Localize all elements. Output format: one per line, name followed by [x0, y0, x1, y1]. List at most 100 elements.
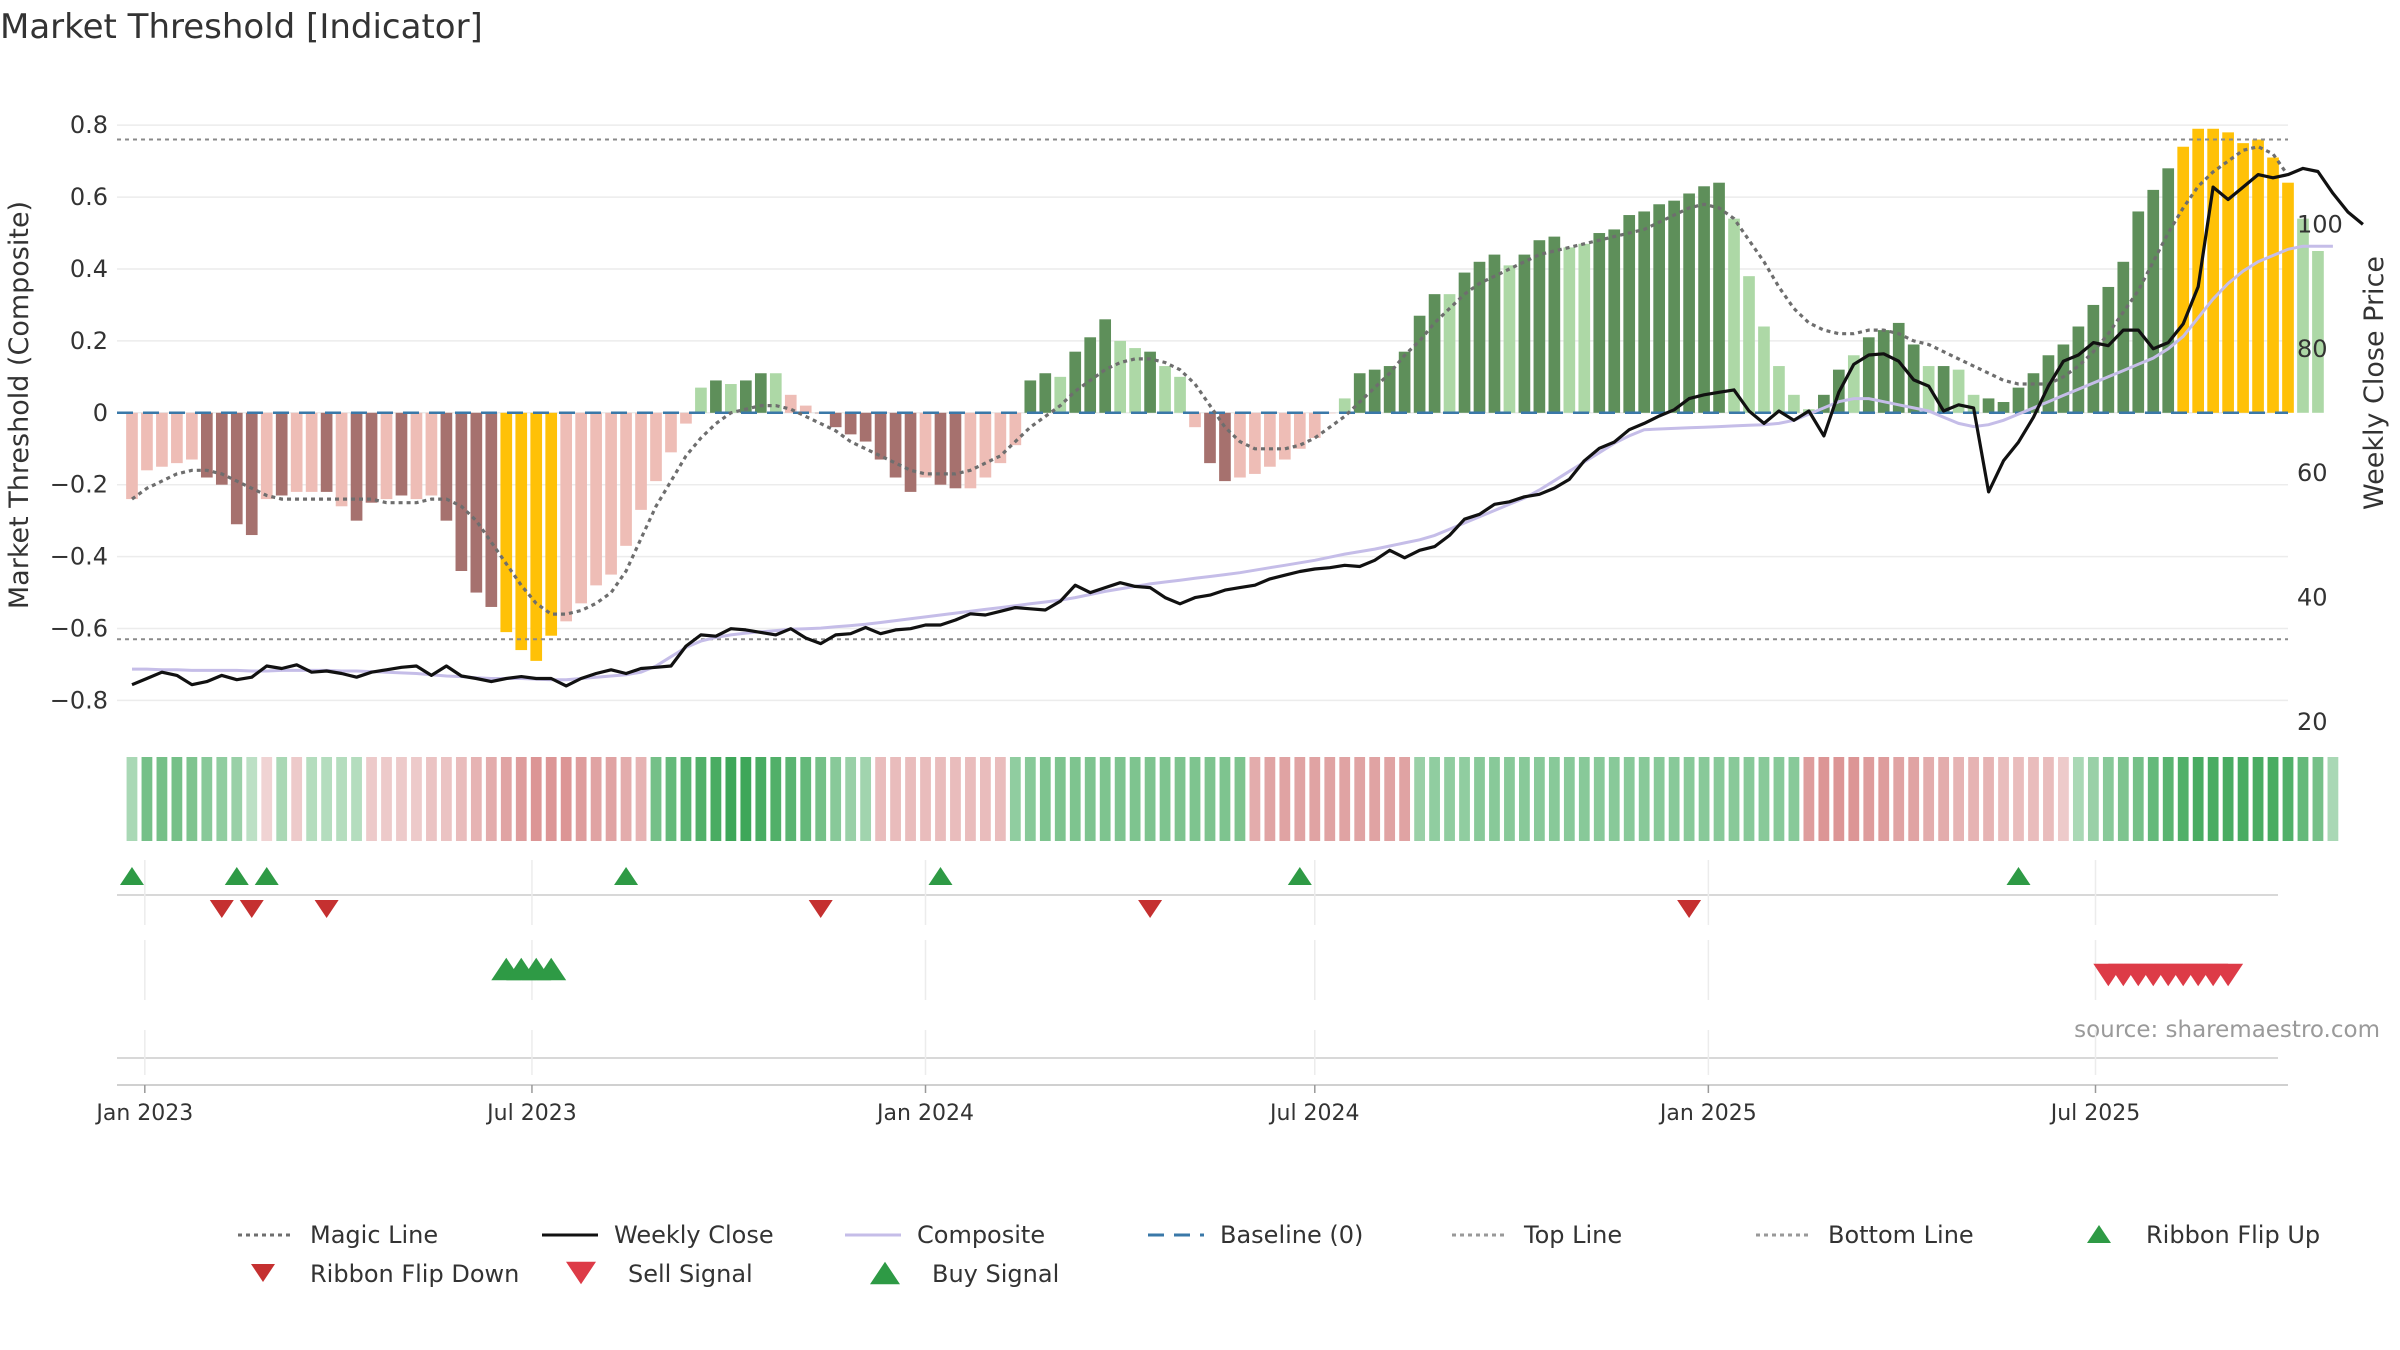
composite-bar	[1398, 351, 1411, 413]
ribbon-segment	[2028, 757, 2039, 841]
composite-bar	[1039, 373, 1052, 413]
composite-bar	[1084, 337, 1097, 413]
composite-bar	[2087, 304, 2100, 413]
composite-bar	[1818, 394, 1830, 413]
y-axis-left: −0.8 −0.6 −0.4 −0.2 0 0.2 0.4 0.6 0.8	[50, 111, 108, 714]
composite-bar	[1608, 229, 1621, 413]
composite-bar	[844, 412, 857, 435]
ribbon-segment	[1743, 757, 1755, 841]
composite-bar	[1877, 330, 1890, 413]
ribbon-segment	[1713, 757, 1725, 841]
composite-bar	[530, 412, 543, 661]
composite-bar	[350, 412, 363, 521]
ribbon-segment	[1758, 757, 1770, 841]
source-attribution: source: sharemaestro.com	[2074, 1017, 2380, 1043]
ribbon-segment	[815, 757, 827, 841]
ribbon-segment	[1563, 757, 1575, 841]
ribbon-segment	[2162, 757, 2174, 841]
composite-bar	[2237, 143, 2249, 413]
ribbon-segment	[1983, 757, 1994, 841]
composite-bar	[1668, 200, 1680, 413]
composite-bar	[2207, 128, 2219, 413]
ribbon-segment	[1204, 757, 1216, 841]
composite-bar	[665, 412, 677, 453]
legend-label: Buy Signal	[932, 1260, 1059, 1288]
ribbon-segment	[1459, 757, 1470, 841]
composite-bar	[1922, 366, 1935, 413]
ribbon-segment	[276, 757, 288, 841]
ribbon-segment	[1998, 757, 2009, 841]
ribbon-segment	[994, 757, 1006, 841]
composite-bar	[560, 412, 573, 622]
ribbon-segment	[800, 757, 812, 841]
ribbon-segment	[381, 757, 392, 841]
composite-bar	[2297, 218, 2309, 413]
composite-bar	[1308, 412, 1321, 438]
ribbon-segment	[1009, 757, 1021, 841]
ribbon-segment	[1399, 757, 1411, 841]
ribbon-segment	[1788, 757, 1800, 841]
ribbon-segment	[1324, 757, 1336, 841]
composite-bar	[605, 412, 617, 575]
ribbon-segment	[396, 757, 407, 841]
ribbon-segment	[2177, 757, 2189, 841]
legend-marker	[566, 1261, 596, 1285]
composite-bar	[470, 412, 483, 593]
ribbon-segment	[1234, 757, 1246, 841]
composite-bar	[1862, 337, 1875, 413]
ribbon-segment	[785, 757, 797, 841]
composite-bar	[1578, 243, 1591, 413]
composite-bar	[171, 412, 183, 464]
legend-label: Weekly Close	[614, 1221, 774, 1249]
ribbon-flip-up-marker	[119, 867, 144, 885]
composite-bar	[2252, 139, 2264, 413]
composite-bar	[1189, 412, 1201, 428]
ribbon-segment	[770, 757, 782, 841]
ribbon-flip-up-marker	[928, 867, 953, 885]
ribbon-segment	[171, 757, 183, 841]
ribbon-segment	[1668, 757, 1680, 841]
composite-bar	[2282, 182, 2294, 413]
ribbon-segment	[1489, 757, 1500, 841]
ribbon-segment	[2237, 757, 2249, 841]
composite-bar	[1773, 366, 1785, 413]
ribbon-flip-up-marker	[614, 867, 639, 885]
composite-bar	[1593, 233, 1606, 413]
y-tick-label-right: 100	[2297, 210, 2343, 238]
composite-bar	[740, 380, 752, 413]
composite-bar	[1488, 254, 1501, 413]
composite-bar	[1353, 373, 1366, 413]
trend-ribbon	[126, 757, 2339, 841]
ribbon-flip-up-marker	[1287, 867, 1312, 885]
composite-bar	[380, 412, 393, 500]
composite-bar	[575, 412, 587, 604]
ribbon-segment	[1039, 757, 1051, 841]
x-tick-label: Jul 2023	[485, 1101, 577, 1126]
ribbon-segment	[620, 757, 632, 841]
x-tick-label: Jul 2024	[1268, 1101, 1360, 1126]
ribbon-segment	[2222, 757, 2234, 841]
composite-bar	[1383, 366, 1396, 413]
composite-bar	[949, 412, 962, 489]
composite-bar	[590, 412, 602, 586]
composite-bar	[245, 412, 258, 536]
y-tick-label-left: 0.2	[70, 327, 108, 355]
ribbon-segment	[411, 757, 422, 841]
composite-bar	[1788, 394, 1800, 413]
composite-bar	[710, 380, 722, 413]
y-tick-label-right: 80	[2297, 335, 2328, 363]
ribbon-segment	[336, 757, 347, 841]
ribbon-segment	[1159, 757, 1171, 841]
y-tick-label-right: 60	[2297, 459, 2328, 487]
ribbon-segment	[2327, 757, 2339, 841]
ribbon-segment	[905, 757, 916, 841]
ribbon-segment	[1578, 757, 1590, 841]
composite-bar	[1264, 412, 1276, 467]
ribbon-segment	[2192, 757, 2204, 841]
ribbon-flip-down-marker	[314, 900, 339, 918]
ribbon-segment	[875, 757, 886, 841]
composite-bar	[1234, 412, 1246, 478]
ribbon-segment	[1698, 757, 1710, 841]
composite-bar	[1069, 351, 1082, 413]
y-tick-label-left: 0.6	[70, 183, 108, 211]
